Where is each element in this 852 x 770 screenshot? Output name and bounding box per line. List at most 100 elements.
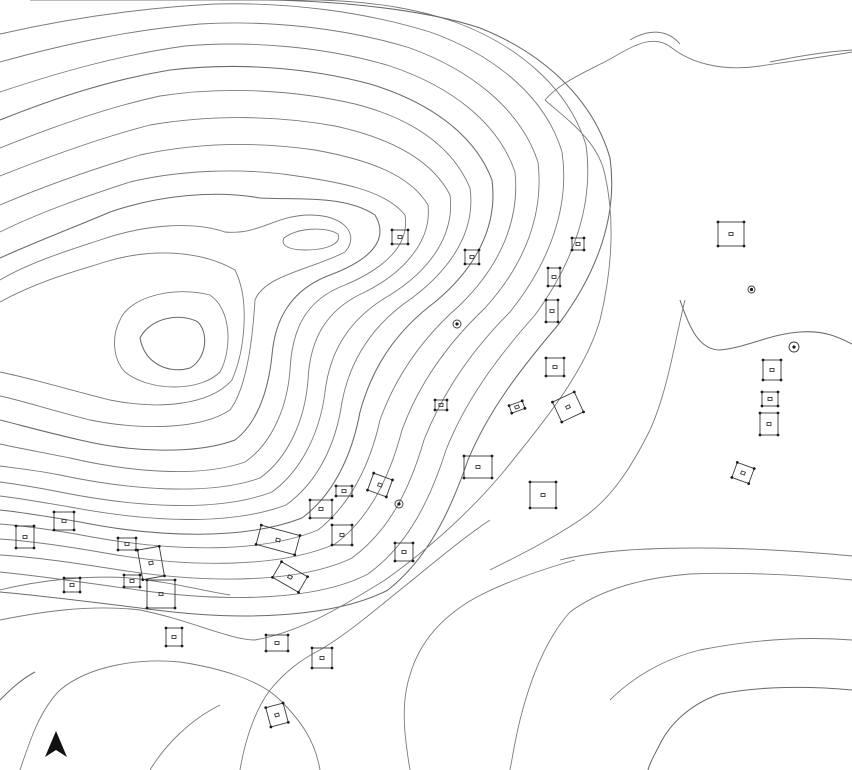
contour-line [0, 193, 381, 451]
feature-corner-marker [507, 404, 511, 408]
feature-corner-marker [116, 548, 120, 552]
site-feature [730, 461, 756, 485]
feature-corner-marker [546, 284, 550, 288]
feature-corner-marker [544, 356, 548, 360]
feature-corner-marker [310, 666, 314, 670]
feature-corner-marker [157, 544, 161, 548]
north-arrow-icon [45, 731, 67, 757]
feature-corner-marker [163, 574, 166, 578]
feature-mark [475, 465, 481, 469]
feature-corner-marker [293, 553, 297, 557]
contour-line [609, 638, 852, 701]
feature-corner-marker [730, 476, 734, 479]
feature-corner-marker [544, 374, 548, 378]
feature-mark [769, 368, 775, 372]
feature-outline [463, 455, 493, 479]
feature-outline [551, 391, 585, 423]
feature-corner-marker [308, 516, 312, 520]
feature-mark [401, 550, 407, 554]
feature-mark [319, 656, 325, 660]
feature-ring [452, 319, 462, 329]
feature-corner-marker [558, 284, 562, 288]
contour-line [647, 686, 852, 770]
feature-outline [311, 647, 333, 669]
site-feature [14, 524, 36, 550]
feature-center-marker [397, 502, 401, 506]
site-feature [433, 398, 449, 412]
feature-corner-marker [138, 585, 142, 589]
contour-line [559, 547, 852, 561]
site-feature [452, 319, 462, 329]
feature-corner-marker [350, 494, 354, 498]
contour-line [0, 576, 231, 596]
feature-outline [137, 545, 165, 581]
feature-corner-marker [433, 408, 437, 412]
feature-corner-marker [330, 498, 334, 502]
feature-corner-marker [254, 543, 258, 546]
feature-corner-marker [445, 408, 449, 412]
feature-mark [728, 232, 734, 236]
feature-corner-marker [779, 358, 783, 362]
feature-corner-marker [350, 543, 354, 547]
feature-mark [275, 537, 281, 543]
feature-outline [255, 524, 301, 556]
feature-corner-marker [62, 590, 66, 594]
site-feature [393, 541, 415, 563]
feature-outline [547, 267, 561, 287]
feature-corner-marker [761, 358, 765, 362]
contour-line [0, 252, 245, 406]
feature-outline [545, 357, 565, 377]
feature-corner-marker [134, 536, 138, 540]
feature-corner-marker [544, 320, 548, 324]
feature-corner-marker [411, 541, 415, 545]
feature-ring [788, 341, 800, 353]
feature-mark [274, 712, 280, 718]
feature-outline [366, 472, 394, 498]
feature-mark [564, 404, 572, 410]
feature-corner-marker [330, 516, 334, 520]
feature-corner-marker [180, 644, 184, 648]
feature-mark [438, 403, 444, 407]
contour-line [509, 572, 852, 770]
feature-corner-marker [776, 411, 780, 415]
feature-corner-marker [528, 480, 532, 484]
feature-mark [341, 489, 347, 493]
feature-outline [529, 481, 557, 509]
feature-mark [171, 635, 177, 639]
feature-corner-marker [570, 248, 574, 252]
feature-mark [129, 579, 135, 583]
feature-corner-marker [558, 266, 562, 270]
site-feature [366, 471, 394, 499]
feature-corner-marker [582, 410, 585, 414]
feature-mark [575, 242, 581, 246]
feature-mark [469, 255, 475, 259]
feature-outline [271, 561, 309, 593]
feature-corner-marker [281, 701, 285, 705]
feature-outline [265, 634, 289, 652]
feature-mark [22, 535, 28, 539]
feature-corner-marker [180, 626, 184, 630]
feature-outline [508, 400, 526, 414]
feature-outline [53, 511, 75, 531]
site-feature [761, 358, 783, 382]
feature-corner-marker [760, 390, 764, 394]
feature-outline [762, 359, 782, 381]
feature-corner-marker [310, 646, 314, 650]
feature-corner-marker [269, 725, 273, 729]
feature-corner-marker [570, 236, 574, 240]
feature-outline [265, 702, 289, 728]
contour-line [679, 299, 852, 351]
site-feature [390, 228, 410, 246]
feature-corner-marker [334, 494, 338, 498]
feature-corner-marker [14, 546, 18, 550]
feature-corner-marker [716, 244, 720, 248]
feature-corner-marker [582, 248, 586, 252]
feature-outline [309, 499, 333, 519]
feature-corner-marker [350, 484, 354, 488]
feature-corner-marker [286, 633, 290, 637]
feature-corner-marker [145, 606, 149, 610]
site-feature [254, 523, 302, 557]
contour-line [0, 170, 407, 473]
feature-outline [731, 461, 755, 485]
feature-corner-marker [510, 411, 514, 415]
